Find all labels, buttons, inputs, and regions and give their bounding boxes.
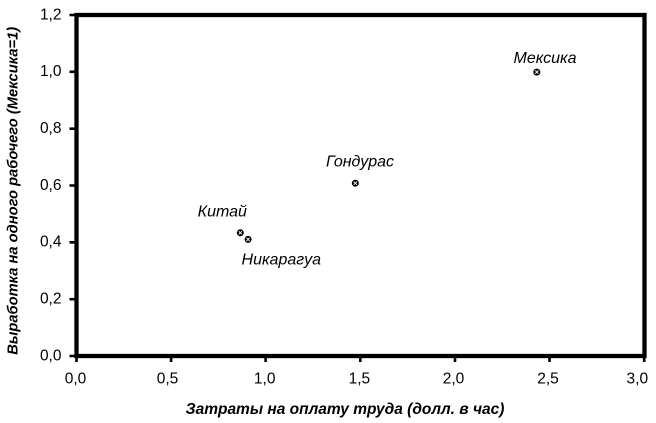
svg-text:0,8: 0,8 [40,120,62,137]
svg-text:0,4: 0,4 [40,234,62,251]
svg-text:0,5: 0,5 [157,371,179,388]
svg-text:0,0: 0,0 [40,347,62,364]
svg-text:Выработка на одного рабочего (: Выработка на одного рабочего (Мексика=1) [6,27,22,355]
svg-text:0,2: 0,2 [40,291,62,308]
svg-text:2,5: 2,5 [537,371,559,388]
svg-text:3,0: 3,0 [627,371,649,388]
svg-text:0,0: 0,0 [65,371,87,388]
svg-text:Гондурас: Гондурас [326,153,394,170]
svg-text:1,0: 1,0 [254,371,276,388]
svg-text:1,0: 1,0 [40,63,62,80]
svg-text:1,5: 1,5 [349,371,371,388]
svg-text:Китай: Китай [198,204,247,221]
svg-text:Мексика: Мексика [514,50,577,67]
svg-text:2,0: 2,0 [443,371,465,388]
svg-text:Никарагуа: Никарагуа [242,252,322,269]
svg-text:0,6: 0,6 [40,177,62,194]
svg-text:Затраты на оплату труда (долл.: Затраты на оплату труда (долл. в час) [186,401,505,418]
svg-text:1,2: 1,2 [40,6,62,23]
